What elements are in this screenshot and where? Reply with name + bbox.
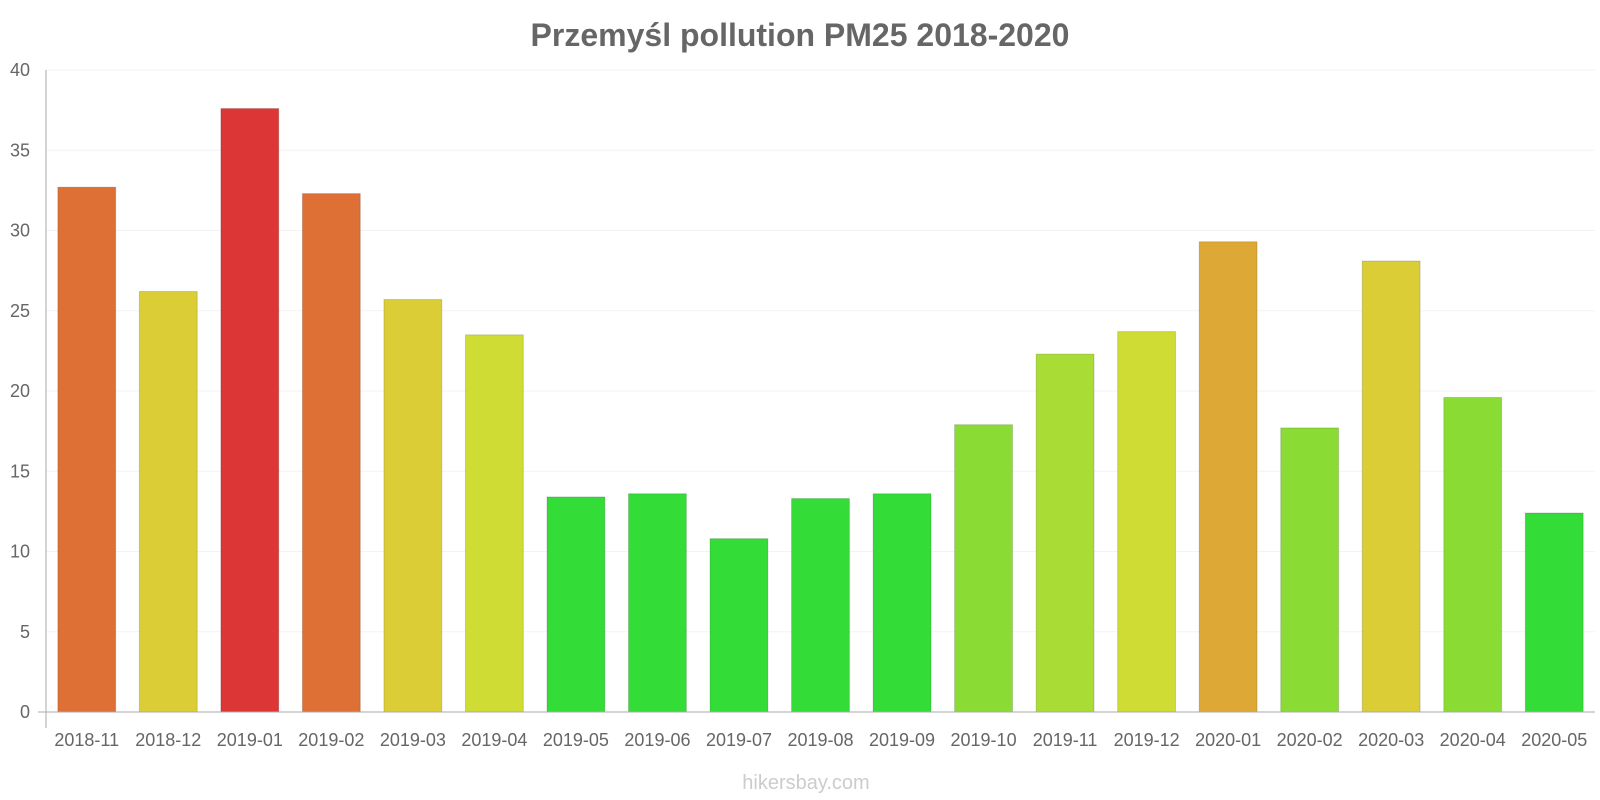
- bar-2018-11: [57, 186, 117, 713]
- bar-2020-01: [1198, 241, 1258, 713]
- bar-2019-10: [954, 424, 1013, 713]
- x-tick-labels: 2018-11 2018-12 2019-01 2019-02 2019-03 2019-…: [54, 730, 1587, 750]
- bar-2020-05: [1524, 512, 1584, 713]
- bars: [57, 108, 1584, 713]
- bar-2019-08: [791, 498, 850, 713]
- watermark: hikersbay.com: [742, 772, 869, 794]
- y-tick-labels: 0 5 10 15 20 25 30 35 40: [10, 60, 30, 722]
- bar-2019-11: [1035, 353, 1095, 713]
- bar-2019-04: [464, 334, 524, 713]
- bar-2019-03: [383, 299, 443, 713]
- y-tick-label: 40: [10, 60, 30, 80]
- x-tick-label: 2020-03: [1358, 730, 1424, 750]
- y-tick-label: 25: [10, 301, 30, 321]
- y-tick-label: 15: [10, 461, 30, 481]
- bar-2020-04: [1443, 396, 1503, 713]
- y-tick-label: 30: [10, 221, 30, 241]
- x-tick-label: 2020-02: [1277, 730, 1343, 750]
- x-tick-label: 2019-01: [217, 730, 283, 750]
- bar-2019-06: [628, 493, 687, 713]
- y-tick-label: 10: [10, 542, 30, 562]
- y-tick-label: 5: [20, 622, 30, 642]
- x-tick-label: 2019-12: [1114, 730, 1180, 750]
- y-tick-label: 35: [10, 140, 30, 160]
- x-tick-label: 2019-07: [706, 730, 772, 750]
- x-tick-label: 2019-02: [298, 730, 364, 750]
- x-tick-label: 2019-06: [624, 730, 690, 750]
- bar-2018-12: [138, 290, 198, 713]
- x-tick-label: 2019-03: [380, 730, 446, 750]
- chart-title: Przemyśl pollution PM25 2018-2020: [531, 17, 1070, 53]
- x-tick-label: 2019-10: [951, 730, 1017, 750]
- x-tick-label: 2019-04: [461, 730, 527, 750]
- x-tick-label: 2019-11: [1033, 730, 1098, 750]
- x-tick-label: 2019-08: [787, 730, 853, 750]
- x-tick-label: 2019-09: [869, 730, 935, 750]
- bar-2020-02: [1280, 427, 1340, 713]
- axes: [38, 70, 1595, 728]
- x-tick-label: 2020-04: [1440, 730, 1506, 750]
- bar-2019-01: [220, 108, 280, 713]
- bar-2019-07: [709, 538, 769, 713]
- x-tick-label: 2018-11: [54, 730, 119, 750]
- bar-2020-03: [1361, 260, 1421, 713]
- bar-2019-02: [301, 193, 361, 713]
- x-tick-label: 2018-12: [135, 730, 201, 750]
- y-tick-label: 0: [20, 702, 30, 722]
- x-tick-label: 2020-05: [1521, 730, 1587, 750]
- bar-2019-12: [1117, 331, 1177, 713]
- x-tick-label: 2019-05: [543, 730, 609, 750]
- bar-2019-05: [546, 496, 606, 713]
- y-tick-label: 20: [10, 381, 30, 401]
- x-tick-label: 2020-01: [1195, 730, 1261, 750]
- bar-2019-09: [872, 493, 932, 713]
